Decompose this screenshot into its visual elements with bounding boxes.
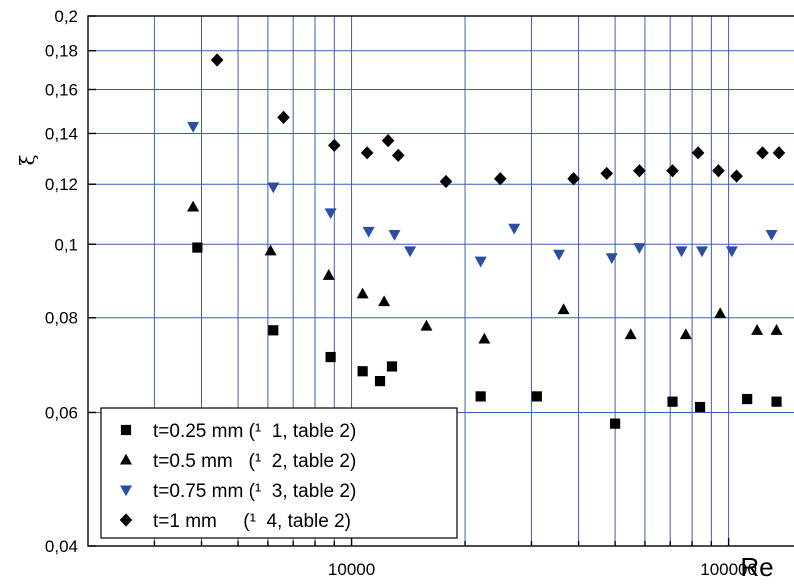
data-point — [531, 391, 542, 402]
data-point — [633, 243, 646, 254]
series-4 — [210, 53, 786, 189]
data-point — [324, 208, 337, 220]
data-point — [439, 174, 453, 189]
y-tick-label: 0,16 — [45, 80, 78, 99]
data-point — [378, 295, 391, 307]
data-point — [420, 319, 433, 331]
data-point — [277, 110, 290, 124]
y-axis-title: ξ — [15, 154, 39, 165]
legend-label: t=0.5 mm (¹ 2, table 2) — [153, 451, 356, 472]
data-point — [478, 332, 491, 344]
data-point — [322, 269, 335, 280]
data-point — [600, 166, 613, 181]
legend-box — [100, 407, 458, 539]
y-tick-label: 0,2 — [54, 7, 78, 26]
series-2 — [187, 200, 783, 344]
data-point — [730, 169, 743, 183]
data-markers — [187, 53, 786, 429]
data-point — [356, 287, 369, 299]
data-point — [624, 328, 637, 340]
data-point — [360, 146, 374, 160]
data-point — [268, 325, 279, 336]
legend-label: t=1 mm (¹ 4, table 2) — [153, 511, 351, 532]
data-point — [391, 148, 405, 162]
data-point — [714, 307, 727, 319]
legend-label: t=0.75 mm (¹ 3, table 2) — [153, 481, 356, 502]
data-point — [667, 396, 678, 407]
data-point — [553, 249, 566, 261]
data-point — [210, 53, 224, 67]
y-tick-label: 0,14 — [45, 124, 78, 143]
data-point — [493, 172, 507, 186]
data-point — [508, 223, 521, 235]
data-point — [765, 230, 778, 241]
data-point — [404, 246, 417, 258]
legend: t=0.25 mm (¹ 1, table 2) t=0.5 mm (¹ 2, t… — [100, 407, 458, 539]
plot-frame — [87, 15, 794, 547]
y-tick-label: 0,06 — [45, 403, 78, 422]
data-point — [567, 172, 580, 186]
legend-marker — [120, 424, 132, 436]
data-point — [386, 361, 398, 372]
data-point — [381, 133, 395, 148]
x-tick-label: 10000 — [328, 560, 375, 579]
tick-labels: 0,04 0,06 0,08 0,1 0,12 0,14 0,16 0,18 0,2 10000 1… — [45, 7, 757, 579]
data-point — [742, 393, 753, 405]
data-point — [675, 246, 688, 258]
y-tick-label: 0,1 — [54, 235, 78, 254]
data-point — [695, 246, 708, 258]
data-point — [679, 328, 692, 340]
data-point — [388, 230, 401, 241]
data-point — [475, 391, 486, 402]
data-point — [192, 242, 203, 253]
data-point — [725, 246, 738, 258]
data-point — [362, 226, 375, 238]
data-point — [751, 324, 764, 335]
y-tick-label: 0,18 — [45, 42, 78, 61]
data-point — [633, 164, 646, 178]
data-point — [770, 324, 783, 335]
x-tick-label: 100000 — [700, 560, 757, 579]
data-point — [694, 401, 706, 413]
axis-ticks — [88, 15, 730, 547]
data-point — [609, 418, 621, 429]
data-point — [187, 200, 200, 212]
data-point — [474, 256, 487, 268]
data-point — [357, 366, 368, 377]
data-point — [327, 138, 341, 153]
data-point — [605, 253, 618, 265]
data-point — [756, 146, 769, 160]
legend-label: t=0.25 mm (¹ 1, table 2) — [153, 421, 356, 442]
legend-marker — [119, 513, 133, 527]
data-point — [325, 351, 336, 363]
data-point — [374, 375, 386, 387]
y-tick-label: 0,08 — [45, 309, 78, 328]
data-point — [771, 396, 782, 407]
data-point — [691, 146, 705, 160]
y-tick-label: 0,12 — [45, 175, 78, 194]
legend-marker — [120, 485, 132, 497]
data-point — [772, 146, 786, 160]
series-3 — [187, 121, 778, 268]
y-tick-label: 0,04 — [45, 537, 78, 556]
data-point — [187, 121, 200, 133]
data-point — [712, 164, 725, 178]
data-point — [666, 164, 679, 178]
x-axis-title: Re — [740, 552, 773, 582]
legend-marker — [120, 453, 132, 465]
data-point — [264, 244, 277, 256]
series-1 — [192, 242, 782, 429]
data-point — [557, 303, 570, 315]
data-point — [267, 182, 280, 194]
